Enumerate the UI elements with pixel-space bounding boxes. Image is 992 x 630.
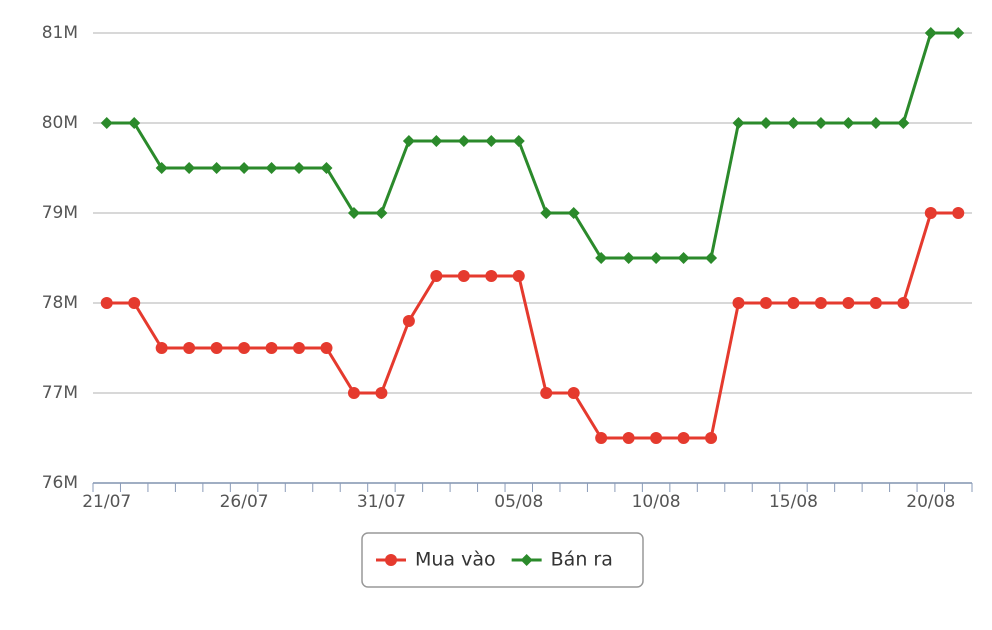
- x-tick-label: 05/08: [494, 492, 543, 512]
- point: [375, 387, 388, 399]
- series-line: [106, 31, 959, 260]
- point: [842, 117, 855, 129]
- x-tick-label: 31/07: [357, 492, 406, 512]
- point: [347, 207, 360, 219]
- legend-label: Bán ra: [551, 549, 613, 571]
- point: [869, 117, 882, 129]
- y-tick-label: 77M: [42, 383, 78, 403]
- legend-box: [361, 532, 644, 588]
- point: [595, 252, 608, 264]
- point: [402, 315, 415, 327]
- y-tick-label: 78M: [42, 293, 78, 313]
- point: [650, 432, 663, 444]
- point: [512, 135, 525, 147]
- point: [759, 117, 772, 129]
- point: [238, 342, 251, 354]
- point: [155, 162, 168, 174]
- point: [293, 342, 306, 354]
- point: [952, 27, 965, 39]
- point: [567, 207, 580, 219]
- legend-item[interactable]: Mua vào: [376, 549, 496, 571]
- point: [677, 432, 690, 444]
- point: [485, 135, 498, 147]
- point: [814, 297, 827, 309]
- point: [402, 135, 415, 147]
- point: [100, 117, 113, 129]
- point: [540, 207, 553, 219]
- point: [869, 297, 882, 309]
- point: [320, 162, 333, 174]
- point: [595, 432, 608, 444]
- point: [622, 432, 635, 444]
- legend: Mua vào Bán ra: [361, 532, 644, 588]
- point: [485, 270, 498, 282]
- point: [210, 342, 223, 354]
- point: [677, 252, 690, 264]
- x-tick-label: 26/07: [220, 492, 269, 512]
- point: [759, 297, 772, 309]
- point: [128, 297, 141, 309]
- point: [512, 270, 525, 282]
- point: [265, 162, 278, 174]
- x-tick-label: 21/07: [82, 492, 131, 512]
- point: [183, 162, 196, 174]
- point: [787, 117, 800, 129]
- point: [567, 387, 580, 399]
- point: [347, 387, 360, 399]
- point: [457, 135, 470, 147]
- point: [320, 342, 333, 354]
- point: [924, 27, 937, 39]
- legend-label: Mua vào: [415, 549, 496, 571]
- x-tick-label: 15/08: [769, 492, 818, 512]
- point: [375, 207, 388, 219]
- y-tick-label: 80M: [42, 113, 78, 133]
- y-tick-label: 76M: [42, 473, 78, 493]
- point: [128, 117, 141, 129]
- point: [210, 162, 223, 174]
- point: [787, 297, 800, 309]
- series-line: [106, 211, 959, 440]
- point: [897, 117, 910, 129]
- legend-item[interactable]: Bán ra: [511, 549, 613, 571]
- x-tick-label: 10/08: [632, 492, 681, 512]
- y-tick-label: 79M: [42, 203, 78, 223]
- point: [540, 387, 553, 399]
- point: [952, 207, 965, 219]
- point: [238, 162, 251, 174]
- point: [183, 342, 196, 354]
- y-tick-label: 81M: [42, 23, 78, 43]
- point: [265, 342, 278, 354]
- legend-marker: [520, 554, 533, 566]
- point: [842, 297, 855, 309]
- point: [650, 252, 663, 264]
- point: [622, 252, 635, 264]
- point: [457, 270, 470, 282]
- point: [705, 432, 718, 444]
- legend-marker: [385, 554, 397, 566]
- point: [430, 135, 443, 147]
- point: [897, 297, 910, 309]
- point: [732, 117, 745, 129]
- point: [924, 207, 937, 219]
- point: [430, 270, 443, 282]
- point: [155, 342, 168, 354]
- point: [732, 297, 745, 309]
- x-tick-label: 20/08: [906, 492, 955, 512]
- point: [293, 162, 306, 174]
- point: [705, 252, 718, 264]
- point: [100, 297, 113, 309]
- point: [814, 117, 827, 129]
